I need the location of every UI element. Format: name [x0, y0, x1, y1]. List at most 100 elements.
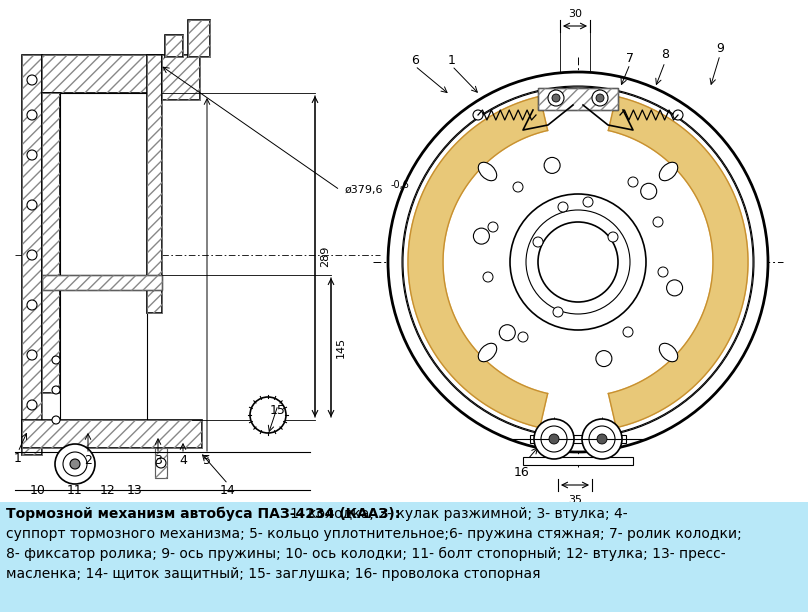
Circle shape	[52, 356, 60, 364]
Bar	[188, 20, 210, 57]
Text: 4: 4	[179, 453, 187, 466]
Text: Тормозной механизм автобуса ПАЗ-4234 (КААЗ):: Тормозной механизм автобуса ПАЗ-4234 (КА…	[6, 507, 400, 521]
Text: 13: 13	[127, 483, 143, 496]
Polygon shape	[408, 96, 548, 428]
Circle shape	[27, 250, 37, 260]
Circle shape	[55, 444, 95, 484]
Text: 9: 9	[716, 42, 724, 54]
Circle shape	[549, 434, 559, 444]
Circle shape	[27, 200, 37, 210]
Ellipse shape	[659, 343, 678, 362]
Text: 15: 15	[270, 403, 286, 417]
Circle shape	[596, 94, 604, 102]
Text: 1: 1	[448, 53, 456, 67]
Circle shape	[667, 280, 683, 296]
Circle shape	[52, 386, 60, 394]
Circle shape	[541, 426, 567, 452]
Circle shape	[628, 177, 638, 187]
Bar	[60, 93, 147, 423]
Circle shape	[52, 416, 60, 424]
Circle shape	[156, 458, 166, 468]
Circle shape	[510, 194, 646, 330]
Bar	[22, 55, 42, 455]
Circle shape	[589, 426, 615, 452]
Text: 3: 3	[154, 453, 162, 466]
Circle shape	[27, 300, 37, 310]
Circle shape	[27, 75, 37, 85]
Circle shape	[597, 434, 607, 444]
Circle shape	[558, 202, 568, 212]
Circle shape	[582, 419, 622, 459]
Circle shape	[552, 94, 560, 102]
Polygon shape	[608, 96, 748, 428]
Circle shape	[608, 232, 618, 242]
Text: 5: 5	[203, 453, 211, 466]
Text: 1- колодка; 2- кулак разжимной; 3- втулка; 4-: 1- колодка; 2- кулак разжимной; 3- втулк…	[290, 507, 628, 521]
Text: 30: 30	[568, 9, 582, 19]
Bar	[155, 448, 167, 478]
Text: суппорт тормозного механизма; 5- кольцо уплотнительное;6- пружина стяжная; 7- ро: суппорт тормозного механизма; 5- кольцо …	[6, 527, 742, 541]
Circle shape	[583, 197, 593, 207]
Circle shape	[513, 182, 523, 192]
Text: 10: 10	[30, 483, 46, 496]
Bar	[42, 55, 162, 93]
Text: масленка; 14- щиток защитный; 15- заглушка; 16- проволока стопорная: масленка; 14- щиток защитный; 15- заглуш…	[6, 567, 541, 581]
Text: 16: 16	[514, 466, 530, 479]
Bar	[42, 275, 162, 290]
Circle shape	[70, 459, 80, 469]
Text: 11: 11	[67, 483, 83, 496]
Circle shape	[27, 150, 37, 160]
Bar	[22, 55, 42, 455]
Bar	[165, 35, 183, 57]
Bar	[0, 502, 808, 612]
Circle shape	[623, 327, 633, 337]
Bar	[523, 457, 633, 465]
Bar	[147, 55, 162, 313]
Text: 6: 6	[411, 53, 419, 67]
Circle shape	[403, 87, 753, 437]
Circle shape	[538, 222, 618, 302]
Bar	[538, 88, 618, 110]
Bar	[538, 88, 618, 110]
Circle shape	[27, 110, 37, 120]
Ellipse shape	[478, 162, 497, 181]
Circle shape	[592, 90, 608, 106]
Text: -0,6: -0,6	[391, 180, 410, 190]
Circle shape	[518, 332, 528, 342]
Circle shape	[27, 350, 37, 360]
Circle shape	[499, 325, 516, 341]
Text: 14: 14	[220, 483, 236, 496]
Circle shape	[483, 272, 493, 282]
Circle shape	[553, 307, 563, 317]
Text: 145: 145	[336, 337, 346, 358]
Text: ø379,6: ø379,6	[345, 185, 384, 195]
Circle shape	[526, 210, 630, 314]
Circle shape	[473, 110, 483, 120]
Text: 35: 35	[568, 495, 582, 505]
Text: 8- фиксатор ролика; 9- ось пружины; 10- ось колодки; 11- болт стопорный; 12- вту: 8- фиксатор ролика; 9- ось пружины; 10- …	[6, 547, 726, 561]
Circle shape	[250, 397, 286, 433]
Circle shape	[658, 267, 668, 277]
Circle shape	[548, 90, 564, 106]
Circle shape	[473, 228, 490, 244]
Circle shape	[27, 400, 37, 410]
Bar	[165, 35, 183, 57]
Text: 12: 12	[100, 483, 116, 496]
Bar	[42, 93, 60, 393]
Circle shape	[488, 222, 498, 232]
Text: 8: 8	[661, 48, 669, 61]
Circle shape	[641, 183, 657, 200]
Circle shape	[63, 452, 87, 476]
Bar	[530, 435, 626, 443]
Circle shape	[653, 217, 663, 227]
Bar	[188, 20, 210, 57]
Bar	[22, 420, 202, 448]
Bar	[162, 55, 200, 100]
Circle shape	[534, 419, 574, 459]
Text: 1: 1	[14, 452, 22, 465]
Text: 2: 2	[84, 453, 92, 466]
Circle shape	[595, 351, 612, 367]
Bar	[155, 448, 167, 478]
Bar	[147, 55, 162, 313]
Bar	[22, 420, 202, 448]
